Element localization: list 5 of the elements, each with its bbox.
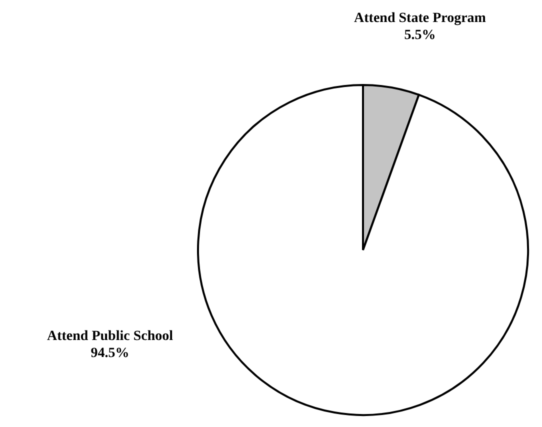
slice-label: Attend Public School — [46, 329, 174, 344]
pie-slice — [197, 84, 529, 416]
data-label: 94.5% — [90, 346, 130, 361]
slice-label: Attend State Program — [354, 11, 486, 26]
data-label: 5.5% — [404, 28, 436, 43]
